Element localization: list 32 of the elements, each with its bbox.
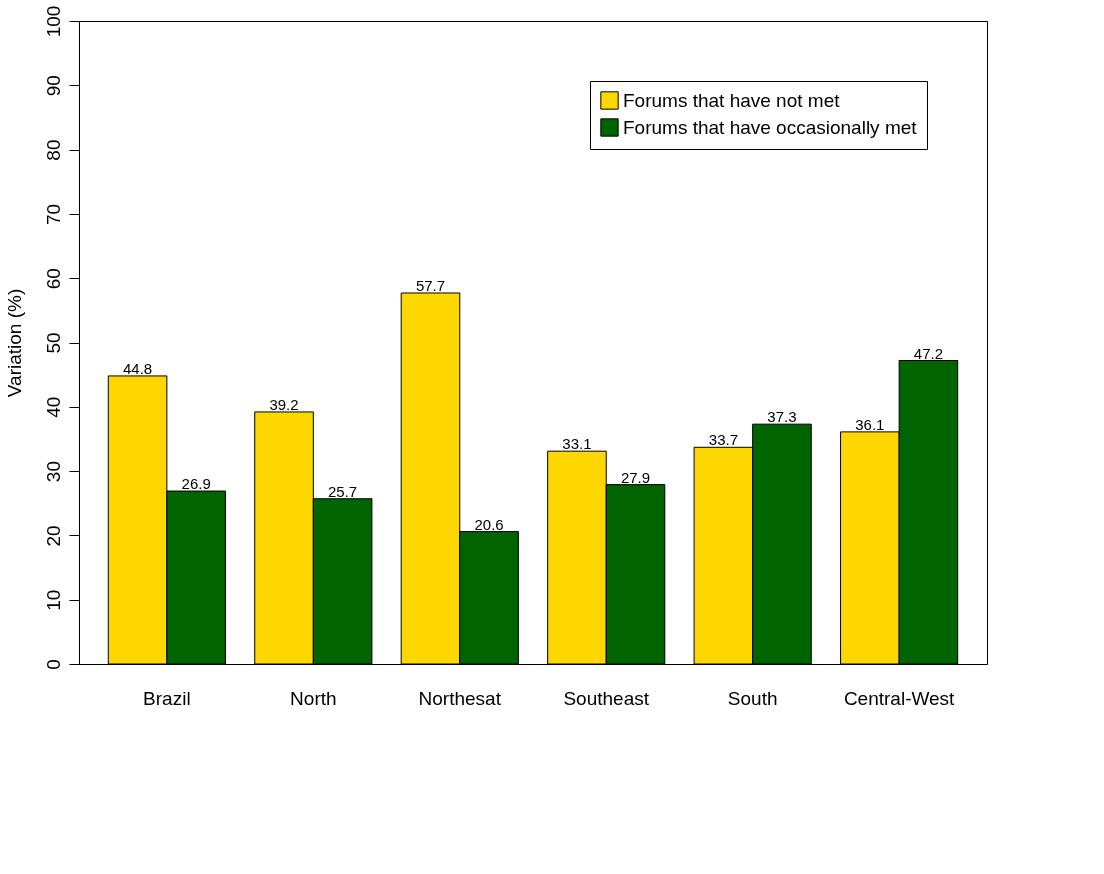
y-tick-label: 90 xyxy=(42,75,64,97)
data-label: 26.9 xyxy=(181,475,211,493)
data-label: 39.2 xyxy=(269,395,299,413)
y-tick-label: 80 xyxy=(42,139,64,161)
x-tick-label: Northesat xyxy=(418,687,502,709)
y-tick-label: 0 xyxy=(42,659,64,670)
y-axis-title: Variation (%) xyxy=(3,288,25,398)
data-label: 25.7 xyxy=(328,482,358,500)
y-tick-label: 10 xyxy=(42,589,64,611)
data-label: 27.9 xyxy=(620,468,651,486)
data-label: 57.7 xyxy=(415,276,446,294)
x-tick-label: North xyxy=(290,687,337,709)
data-label: 44.8 xyxy=(122,359,153,377)
y-tick-label: 20 xyxy=(42,525,64,547)
data-label: 20.6 xyxy=(474,515,504,533)
y-tick-label: 60 xyxy=(42,268,64,290)
data-label: 33.1 xyxy=(562,435,592,453)
x-tick-label: Central-West xyxy=(843,687,956,709)
data-label: 37.3 xyxy=(767,408,797,426)
data-label: 33.7 xyxy=(708,431,738,449)
y-tick-label: 40 xyxy=(42,396,64,418)
y-tick-label: 30 xyxy=(42,461,64,483)
legend-label: Forums that have occasionally met xyxy=(623,116,918,138)
x-tick-label: Southeast xyxy=(563,687,650,709)
y-tick-label: 50 xyxy=(42,332,64,354)
y-tick-label: 70 xyxy=(42,203,64,225)
y-tick-label: 100 xyxy=(42,5,64,38)
data-label: 47.2 xyxy=(913,344,944,362)
legend-label: Forums that have not met xyxy=(623,89,841,111)
data-label: 36.1 xyxy=(855,415,885,433)
x-tick-label: Brazil xyxy=(143,687,191,709)
x-tick-label: South xyxy=(727,687,778,709)
